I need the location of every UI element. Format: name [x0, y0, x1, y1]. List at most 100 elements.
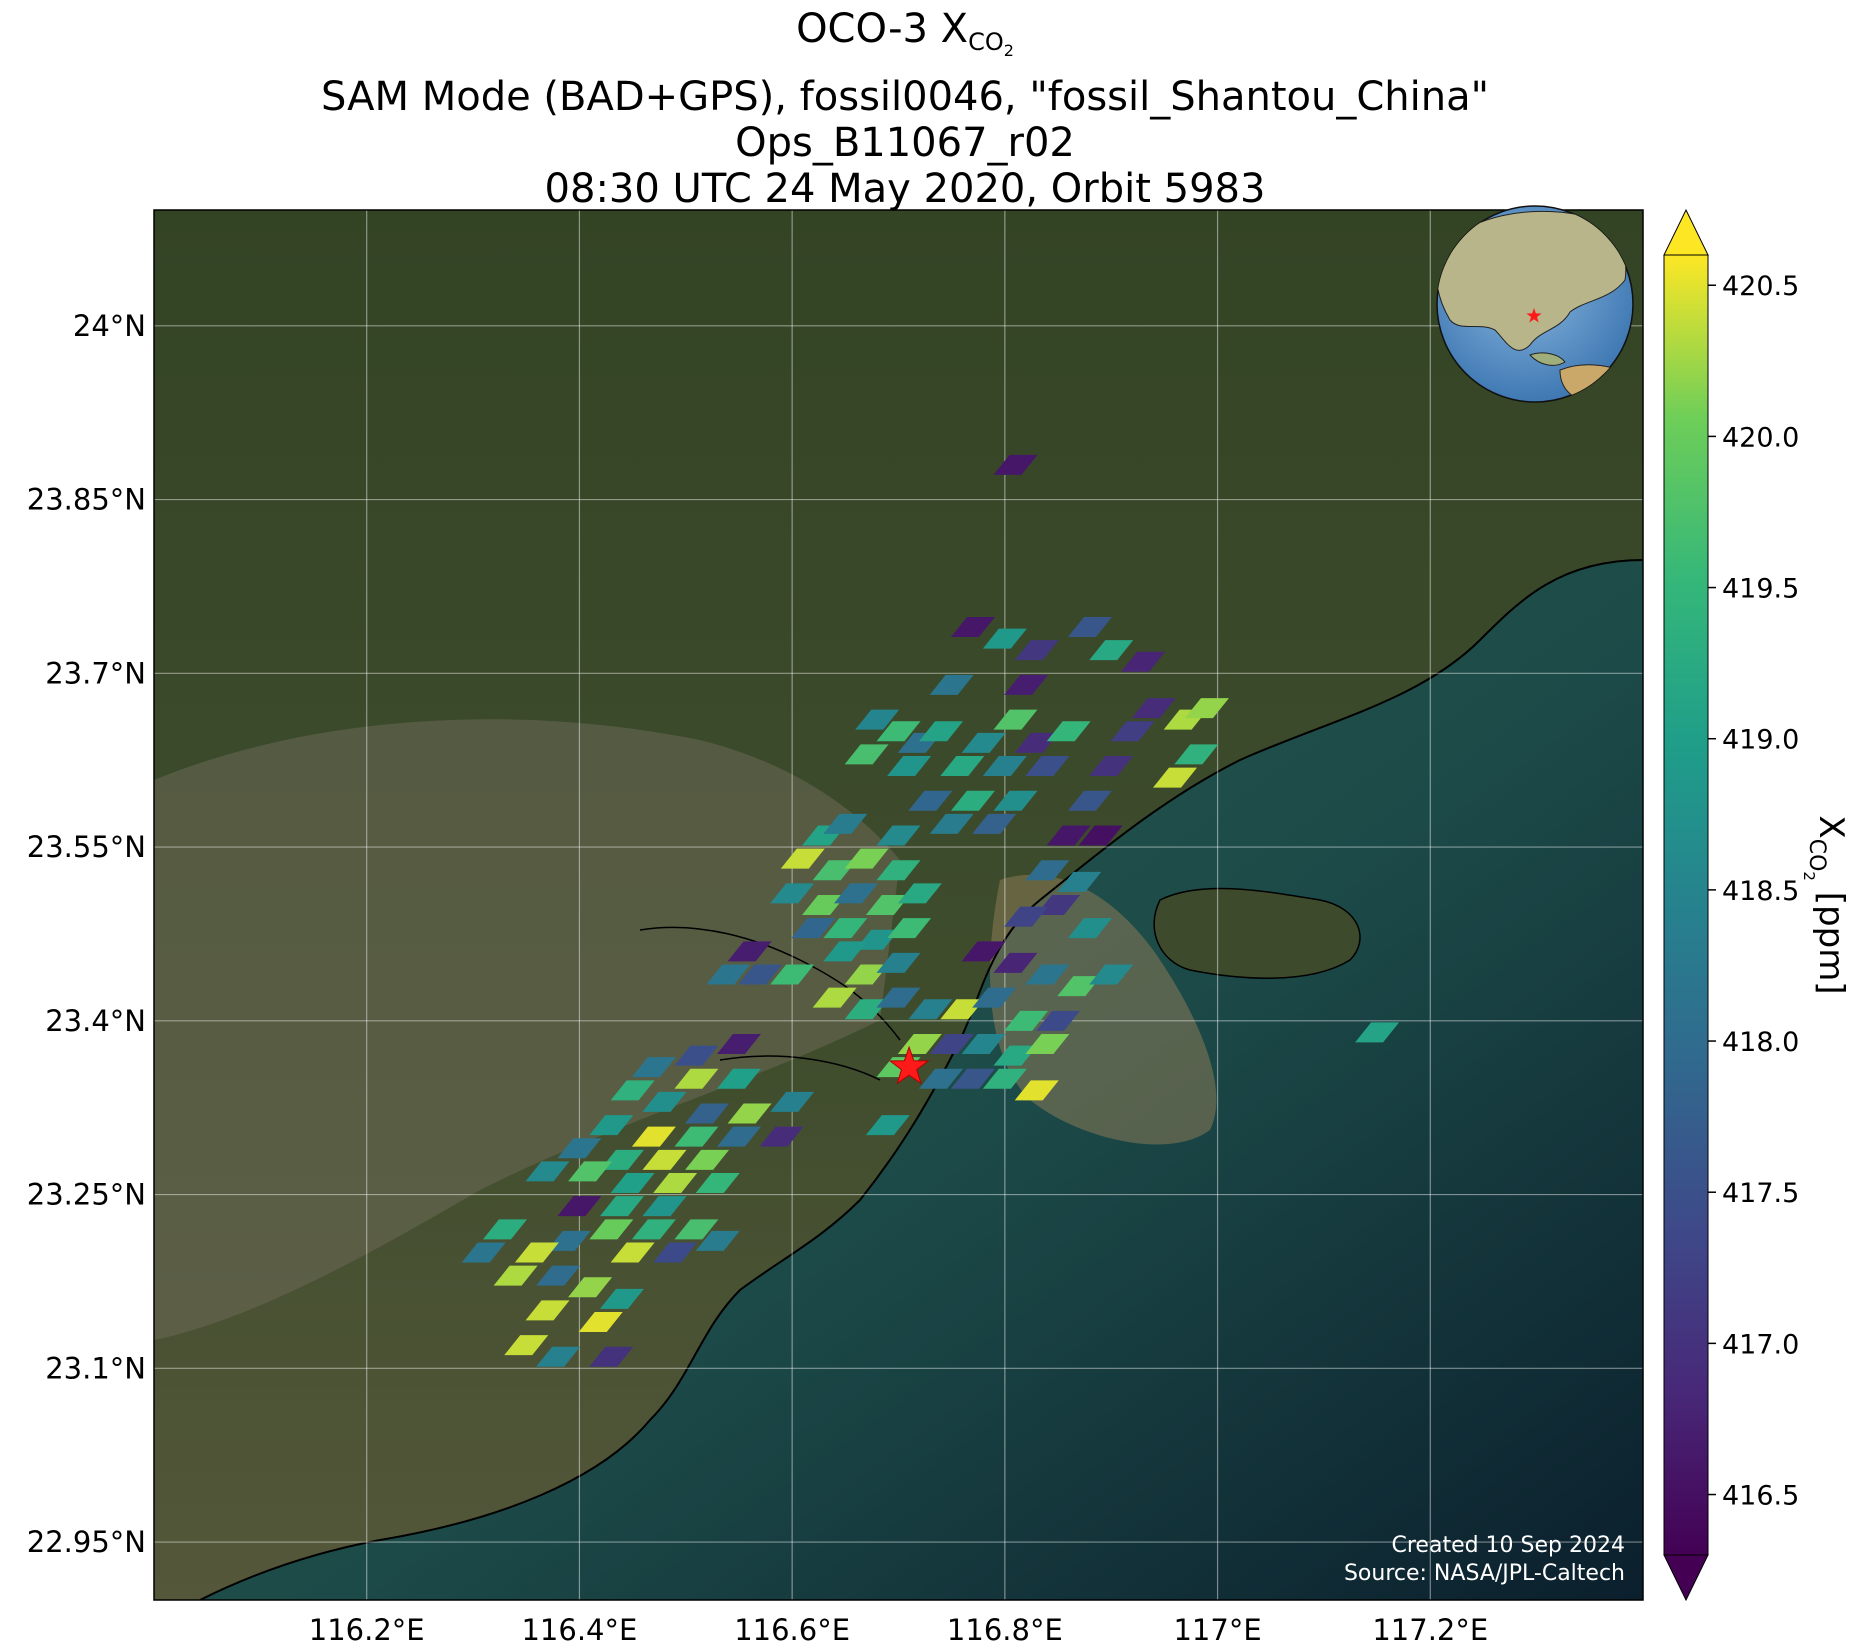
footprint	[716, 1034, 761, 1054]
footprint	[610, 1173, 655, 1193]
footprint	[887, 918, 932, 939]
footprint	[982, 1068, 1027, 1089]
footprint	[1057, 976, 1102, 997]
x-tick-label: 116.4°E	[521, 1613, 637, 1647]
footprint	[855, 929, 900, 950]
footprint	[950, 617, 995, 637]
footprint	[1078, 825, 1123, 846]
footprint	[823, 941, 868, 962]
colorbar-label: XCO2 [ppm]	[1800, 815, 1851, 994]
footprint	[876, 860, 921, 881]
footprint	[972, 987, 1017, 1008]
y-tick-label: 23.25°N	[27, 1178, 146, 1212]
nanao-island	[1153, 887, 1361, 979]
footprint	[929, 674, 974, 695]
footprint	[1025, 860, 1070, 881]
footprint	[972, 813, 1017, 834]
footprint	[568, 1161, 613, 1182]
footprint	[887, 756, 932, 776]
footprint	[919, 1068, 964, 1089]
footprint	[919, 721, 964, 742]
footprint	[876, 987, 921, 1008]
colorbar-tick-label: 419.5	[1722, 574, 1799, 605]
footprint	[642, 1091, 687, 1112]
footprint	[993, 709, 1038, 730]
footprint	[961, 941, 1006, 962]
footprint	[610, 1242, 655, 1263]
colorbar-tick-label: 418.5	[1722, 876, 1799, 907]
footprint	[631, 1057, 676, 1078]
footprint	[568, 1277, 613, 1298]
sediment-plume	[990, 874, 1217, 1145]
footprint	[493, 1265, 538, 1286]
footprint	[695, 1230, 740, 1251]
target-star-marker	[888, 1045, 930, 1085]
footprint	[610, 1080, 655, 1101]
footprint	[876, 721, 921, 742]
footprint	[1004, 674, 1049, 695]
footprint	[674, 1126, 719, 1147]
footprint	[536, 1265, 581, 1286]
footprint	[855, 709, 900, 730]
plot-frame	[153, 209, 1644, 1601]
footprint	[631, 1126, 676, 1147]
footprint	[950, 1068, 995, 1089]
footprint	[557, 1196, 602, 1217]
y-tick-label: 23.85°N	[27, 483, 146, 517]
x-axis: 116.2°E 116.4°E 116.6°E 116.8°E 117°E 117.2°E	[309, 1613, 1488, 1647]
footprint	[1184, 698, 1229, 719]
footprint	[770, 1091, 815, 1112]
urban-plain	[154, 719, 900, 1340]
footprint	[674, 1219, 719, 1240]
footprint	[993, 1045, 1038, 1066]
colorbar-extend-bottom	[1663, 1554, 1709, 1602]
footprint	[685, 1103, 730, 1124]
footprint	[546, 1230, 591, 1251]
footprint	[716, 1068, 761, 1089]
footprint	[908, 790, 953, 811]
footprint	[653, 1242, 698, 1263]
footprint	[738, 964, 783, 985]
footprint	[1014, 640, 1059, 661]
footprint	[961, 732, 1006, 753]
footprint	[1121, 651, 1166, 672]
footprint	[1036, 1010, 1081, 1031]
footprint	[589, 1115, 634, 1136]
footprint	[653, 1173, 698, 1193]
x-tick-label: 116.8°E	[947, 1613, 1063, 1647]
footprint	[504, 1335, 549, 1356]
footprint	[461, 1242, 506, 1263]
footprint	[631, 1219, 676, 1240]
footprint	[589, 1346, 634, 1367]
footprint	[759, 1126, 804, 1147]
y-tick-label: 22.95°N	[27, 1525, 146, 1559]
footprint	[578, 1312, 623, 1332]
footprint	[1089, 964, 1134, 985]
colorbar-tick-label: 416.5	[1722, 1481, 1799, 1512]
y-axis: 24°N 23.85°N 23.7°N 23.55°N 23.4°N 23.25°N 23.…	[27, 309, 146, 1559]
footprint	[482, 1219, 527, 1240]
footprint	[1110, 721, 1155, 742]
footprint	[844, 999, 889, 1020]
footprint	[1153, 767, 1198, 788]
footprint	[599, 1149, 644, 1170]
footprint	[589, 1219, 634, 1240]
footprint	[1025, 1034, 1070, 1054]
footprint	[599, 1196, 644, 1217]
footprint	[1089, 640, 1134, 661]
footprint	[982, 628, 1027, 649]
footprint	[993, 952, 1038, 973]
sea	[200, 560, 1643, 1600]
footprint	[802, 895, 847, 915]
globe-asia	[1437, 210, 1627, 351]
credit-source: Source: NASA/JPL-Caltech	[1344, 1561, 1625, 1586]
footprint	[514, 1242, 559, 1263]
credit-created: Created 10 Sep 2024	[1392, 1533, 1626, 1558]
footprint	[823, 813, 868, 834]
footprint	[993, 454, 1038, 475]
x-tick-label: 117°E	[1173, 1613, 1261, 1647]
footprint	[525, 1161, 570, 1182]
x-tick-label: 116.6°E	[734, 1613, 850, 1647]
footprint	[716, 1126, 761, 1147]
